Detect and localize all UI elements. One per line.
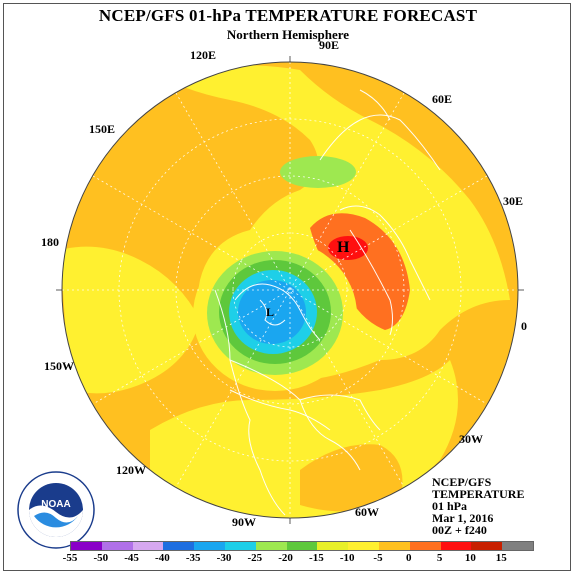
colorbar-swatch bbox=[440, 542, 472, 550]
colorbar-tick-label: 10 bbox=[464, 552, 476, 564]
colorbar-swatch bbox=[71, 542, 102, 550]
noaa-logo: NOAA bbox=[17, 471, 95, 549]
page-subtitle: Northern Hemisphere bbox=[226, 27, 350, 42]
lon-label-0: 0 bbox=[521, 319, 527, 333]
colorbar-swatch bbox=[348, 542, 379, 550]
colorbar-tick-label: -55 bbox=[62, 552, 78, 564]
lon-label-60w: 60W bbox=[355, 505, 379, 519]
colorbar-swatch bbox=[409, 542, 441, 550]
page-title: NCEP/GFS 01-hPa TEMPERATURE FORECAST bbox=[98, 6, 478, 25]
colorbar-swatch bbox=[378, 542, 410, 550]
lon-label-150w: 150W bbox=[44, 359, 74, 373]
colorbar-swatch bbox=[317, 542, 349, 550]
info-cycle: 00Z + f240 bbox=[432, 523, 487, 537]
field-blue-core bbox=[238, 280, 306, 344]
field-orange-bottom bbox=[300, 444, 403, 512]
info-variable: TEMPERATURE bbox=[432, 487, 525, 501]
colorbar-tick-label: -30 bbox=[216, 552, 232, 564]
colorbar-tick-label: -25 bbox=[247, 552, 263, 564]
lon-label-90e: 90E bbox=[319, 38, 340, 52]
colorbar-swatch bbox=[255, 542, 287, 550]
field-green-top bbox=[280, 156, 356, 188]
lon-label-120w: 120W bbox=[116, 463, 146, 477]
field-yellow-left bbox=[62, 246, 200, 394]
colorbar bbox=[70, 541, 534, 551]
lon-label-90w: 90W bbox=[232, 515, 256, 529]
high-pressure-marker: H bbox=[337, 239, 350, 256]
colorbar-tick-label: -15 bbox=[309, 552, 324, 564]
lon-label-30e: 30E bbox=[503, 194, 524, 208]
info-model: NCEP/GFS bbox=[432, 475, 492, 489]
colorbar-tick-label: -50 bbox=[93, 552, 109, 564]
colorbar-swatch bbox=[224, 542, 256, 550]
info-date: Mar 1, 2016 bbox=[432, 511, 494, 525]
image-frame bbox=[3, 3, 571, 571]
colorbar-tick-label: 0 bbox=[406, 552, 412, 564]
colorbar-swatch bbox=[101, 542, 133, 550]
colorbar-swatch bbox=[194, 542, 225, 550]
colorbar-tick-label: -20 bbox=[278, 552, 293, 564]
colorbar-swatch bbox=[163, 542, 195, 550]
forecast-info: NCEP/GFS TEMPERATURE 01 hPa Mar 1, 2016 … bbox=[432, 476, 524, 536]
svg-text:NOAA: NOAA bbox=[41, 499, 70, 510]
colorbar-tick-label: -35 bbox=[185, 552, 201, 564]
lon-label-120e: 120E bbox=[190, 48, 217, 62]
lon-label-180: 180 bbox=[41, 235, 59, 249]
colorbar-tick-label: -40 bbox=[155, 552, 170, 564]
colorbar-swatch bbox=[286, 542, 318, 550]
colorbar-swatch bbox=[502, 542, 533, 550]
colorbar-tick-label: 15 bbox=[495, 552, 507, 564]
colorbar-tick-label: -10 bbox=[339, 552, 355, 564]
lon-label-150e: 150E bbox=[89, 122, 116, 136]
lon-label-30w: 30W bbox=[459, 432, 483, 446]
lon-label-60e: 60E bbox=[432, 92, 453, 106]
colorbar-tick-label: -5 bbox=[373, 552, 383, 564]
colorbar-swatch bbox=[132, 542, 164, 550]
low-pressure-marker: L bbox=[266, 305, 274, 319]
info-level: 01 hPa bbox=[432, 499, 468, 513]
colorbar-tick-label: -45 bbox=[124, 552, 139, 564]
colorbar-swatch bbox=[471, 542, 503, 550]
colorbar-tick-label: 5 bbox=[436, 552, 443, 564]
